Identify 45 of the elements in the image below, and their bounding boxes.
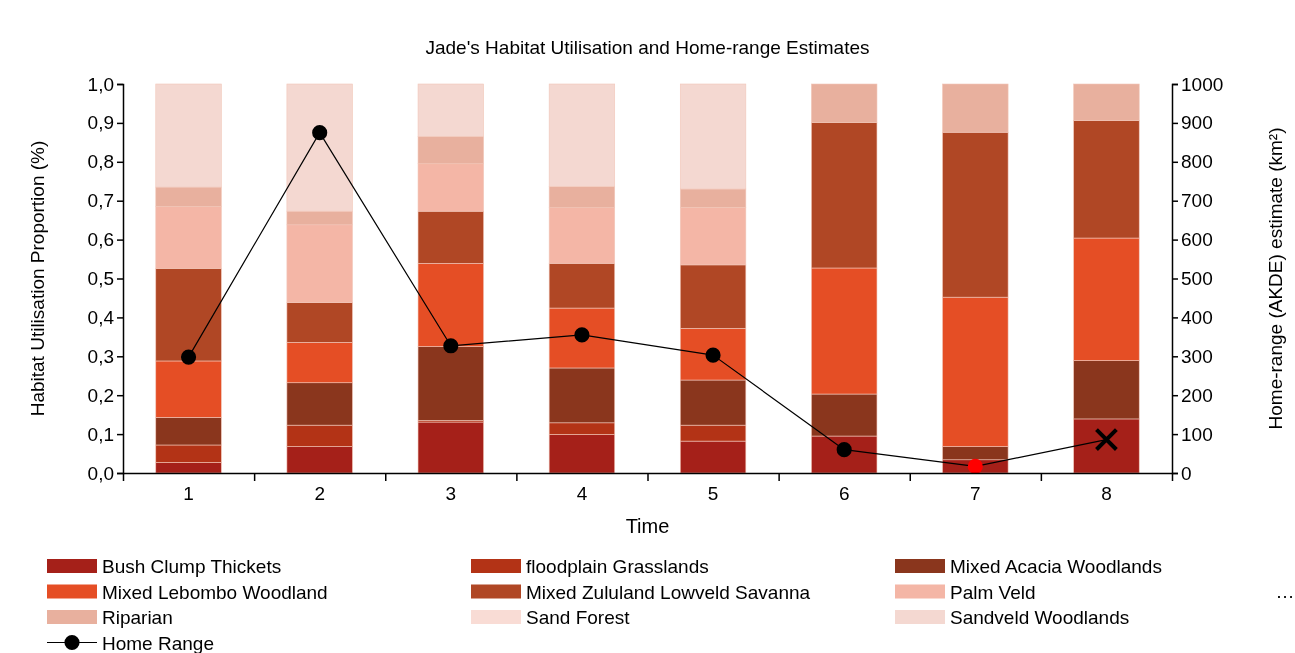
- y2-axis-title: Home-range (AKDE) estimate (km²): [1265, 127, 1286, 430]
- legend-label: Mixed Zululand Lowveld Savanna: [526, 581, 811, 603]
- y-tick-label: 0,6: [87, 229, 114, 251]
- y-tick-label: 0,1: [87, 423, 114, 445]
- y2-tick-label: 200: [1181, 384, 1213, 406]
- legend-label: Sandveld Woodlands: [950, 607, 1130, 628]
- x-axis-title: Time: [625, 515, 670, 537]
- legend-label: floodplain Grasslands: [526, 556, 709, 577]
- y-tick-label: 0,3: [87, 345, 114, 367]
- legend-label: Riparian: [102, 607, 173, 628]
- y-tick-label: 0,9: [87, 112, 114, 134]
- x-tick-label: 6: [838, 483, 850, 504]
- x-tick-label: 5: [707, 483, 719, 504]
- y-tick-label: 0,7: [87, 190, 114, 212]
- y-tick-label: 0,2: [87, 384, 114, 406]
- x-tick-label: 4: [576, 483, 588, 504]
- legend-label: Mixed Lebombo Woodland: [102, 581, 328, 603]
- text: …: [1275, 581, 1295, 602]
- y-tick-label: 0,4: [87, 306, 115, 328]
- y2-tick-label: 0: [1181, 462, 1192, 484]
- x-tick-label: 1: [183, 483, 194, 504]
- y-tick-label: 0,0: [87, 462, 114, 484]
- legend-label: Palm Veld: [950, 581, 1036, 603]
- y2-tick-label: 800: [1181, 151, 1213, 173]
- chart-title: Jade's Habitat Utilisation and Home-range Estimates: [425, 37, 870, 58]
- y-tick-label: 0,8: [87, 151, 114, 173]
- y-axis-title: Habitat Utilisation Proportion (%): [27, 140, 48, 417]
- y2-tick-label: 300: [1181, 345, 1213, 367]
- y2-tick-label: 700: [1181, 190, 1213, 212]
- y2-tick-label: 500: [1181, 268, 1213, 290]
- x-tick-label: 8: [1101, 483, 1112, 504]
- y2-tick-label: 400: [1181, 306, 1213, 328]
- legend-label: Mixed Acacia Woodlands: [950, 556, 1162, 577]
- y2-tick-label: 1000: [1181, 73, 1224, 95]
- y2-tick-label: 900: [1181, 112, 1213, 134]
- legend-label: Home Range: [102, 632, 214, 653]
- x-tick-label: 7: [970, 483, 981, 504]
- x-tick-label: 2: [314, 483, 325, 504]
- y2-tick-label: 600: [1181, 229, 1213, 251]
- x-tick-label: 3: [445, 483, 457, 504]
- legend-label: Sand Forest: [526, 607, 631, 628]
- legend-label: Bush Clump Thickets: [102, 556, 282, 577]
- y-tick-label: 1,0: [87, 73, 114, 95]
- y2-tick-label: 100: [1181, 423, 1213, 445]
- y-tick-label: 0,5: [87, 268, 114, 290]
